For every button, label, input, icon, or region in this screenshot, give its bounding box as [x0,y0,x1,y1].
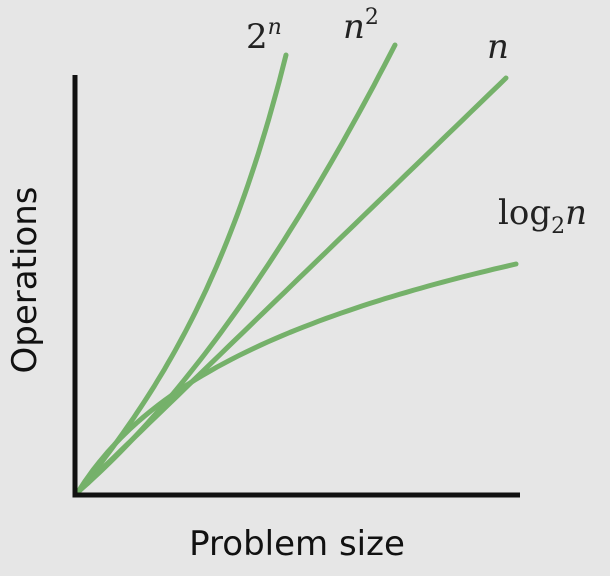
label-base: 2 [246,17,268,57]
label-base: n [343,7,365,47]
series-line-log2-n [75,261,519,495]
label-base: log [498,193,551,233]
y-axis-title: Operations [5,187,45,374]
label-superscript: n [268,15,282,40]
series-line-n [75,75,509,495]
series-label-n-squared: n2 [343,5,379,47]
axes [72,75,520,498]
series-label-2-pow-n: 2n [246,15,282,57]
series-line-2-pow-n [75,52,289,495]
label-superscript: 2 [365,5,379,30]
series-label-n: n [487,27,509,67]
x-axis-title: Problem size [189,524,405,564]
series-line-n-squared [75,42,398,495]
series-label-log2-n: log2n [498,193,587,239]
series-group [75,42,519,495]
label-tail: n [565,193,587,233]
label-subscript: 2 [551,214,565,239]
label-base: n [487,27,509,67]
